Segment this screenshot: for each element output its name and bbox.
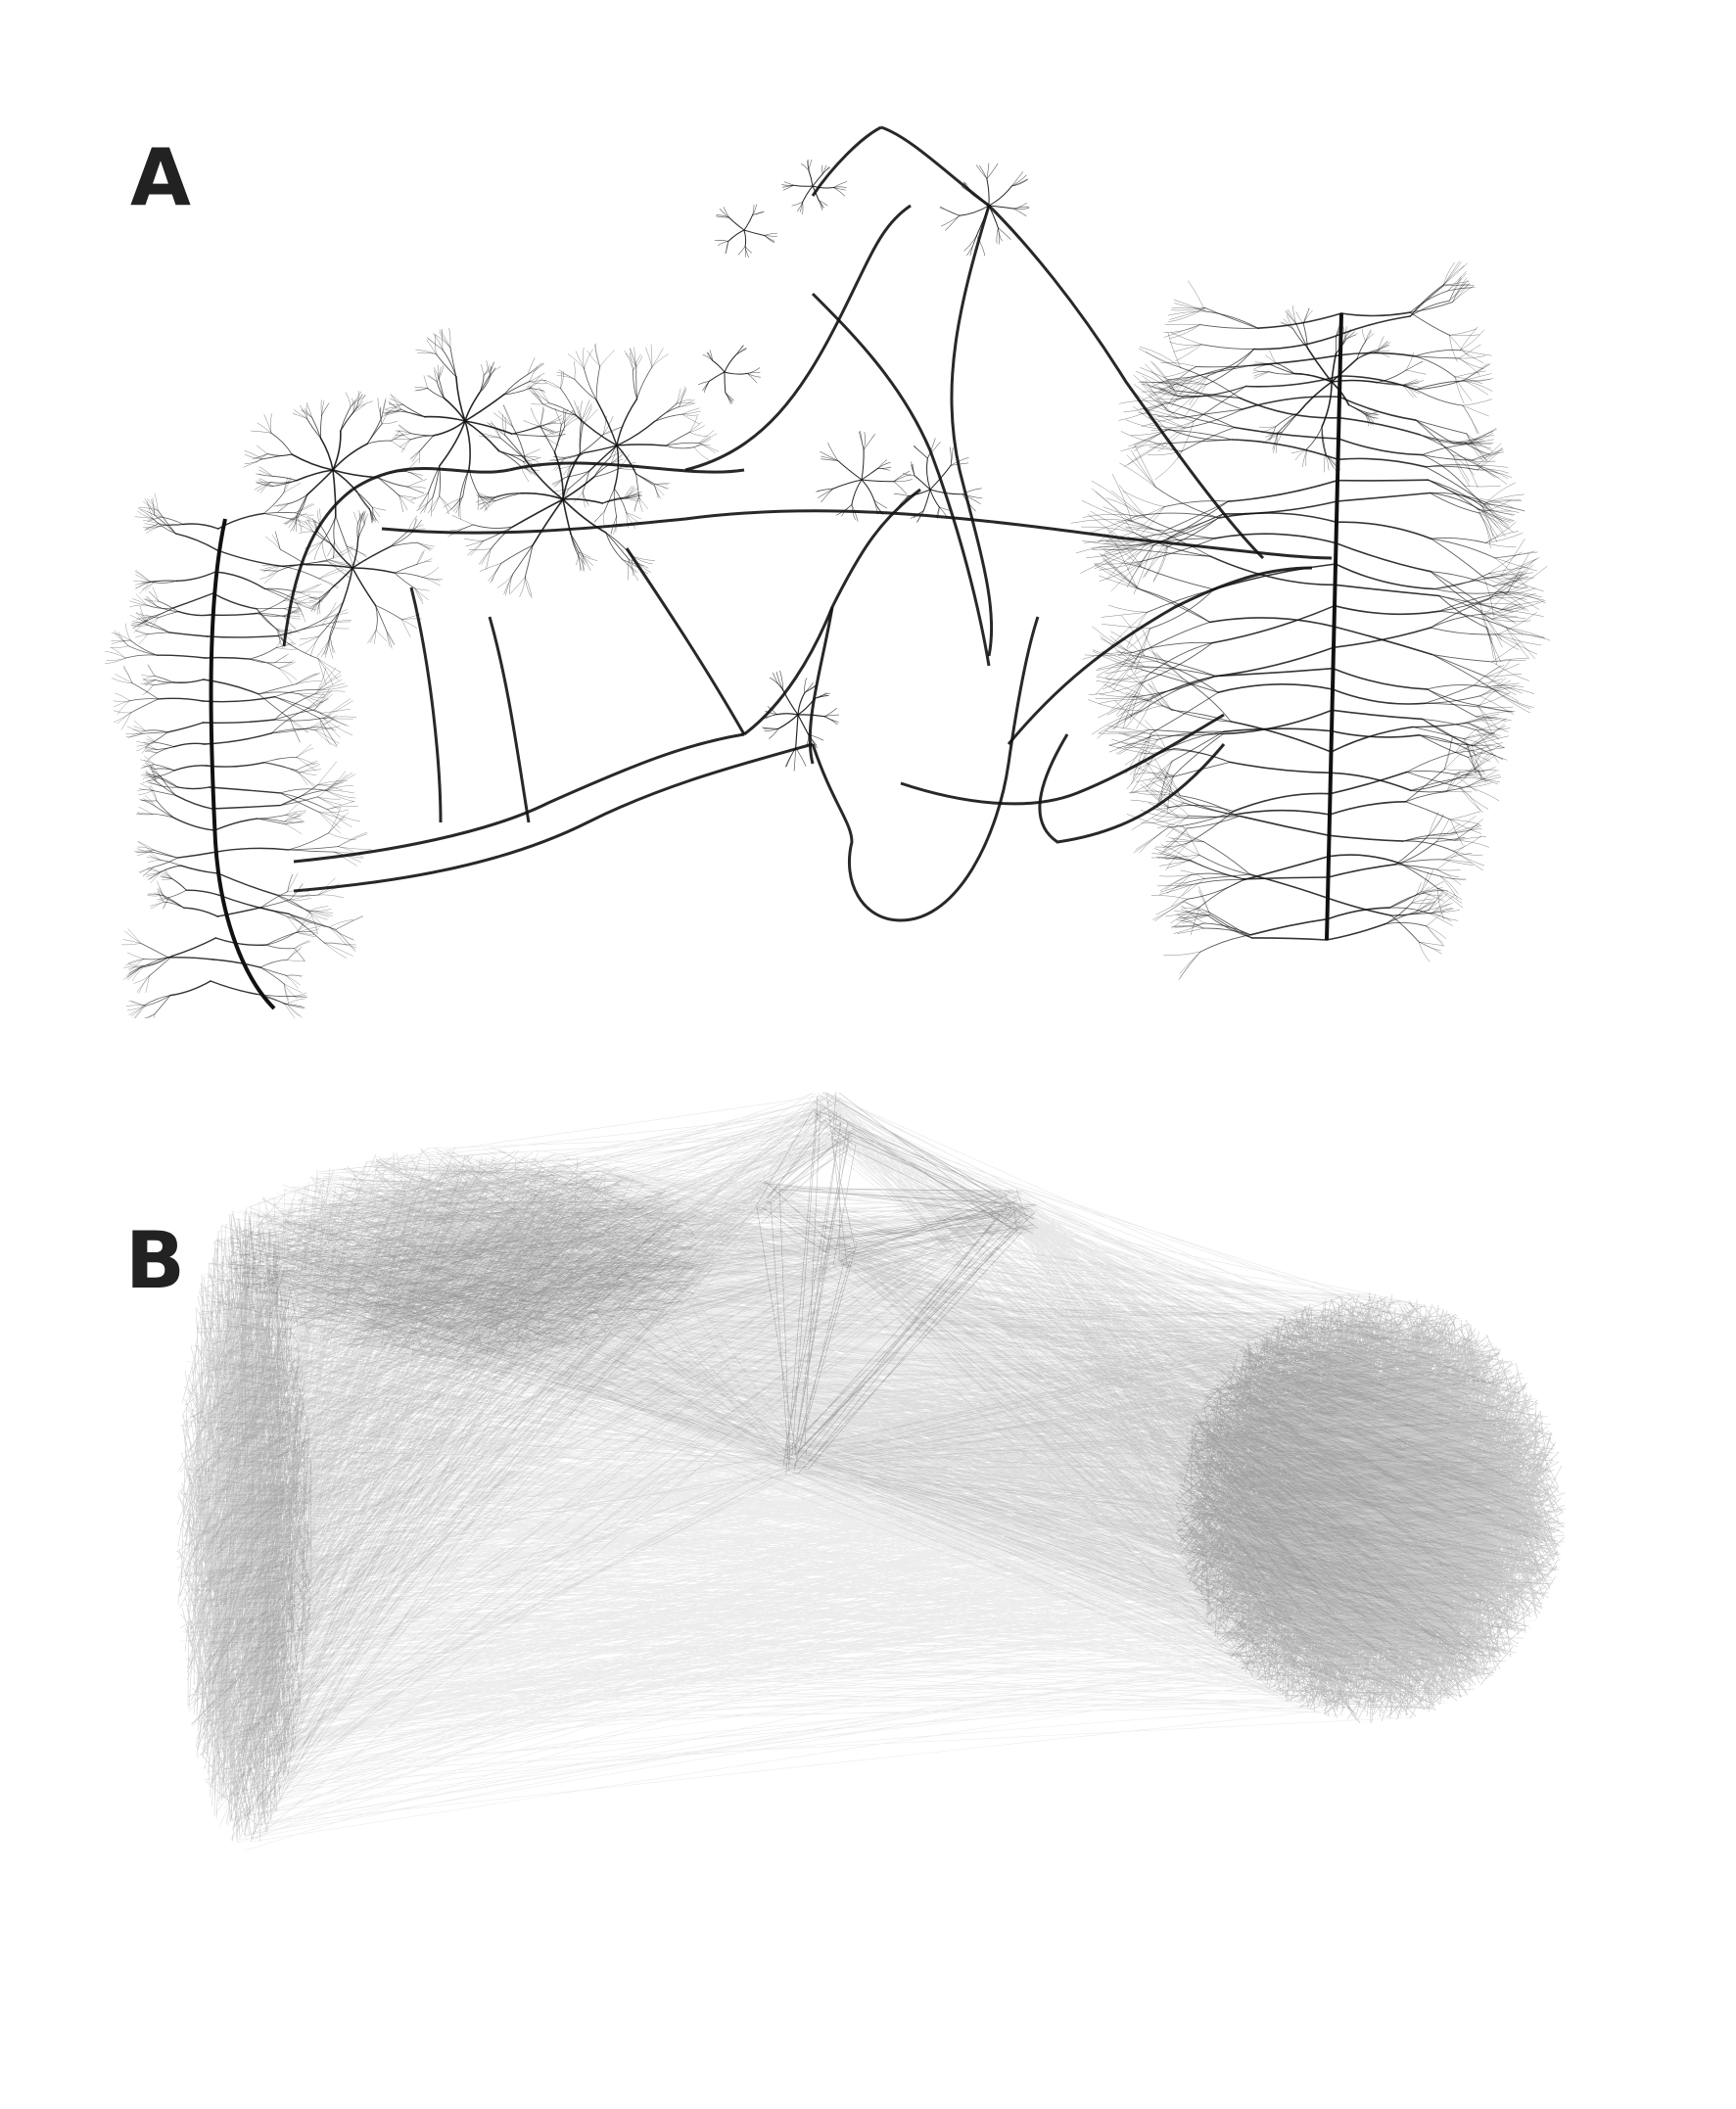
bundled-edges xyxy=(105,125,1551,1018)
hairball-network-diagram xyxy=(175,1091,1567,1851)
panel-label-b: B xyxy=(125,1215,185,1306)
bundled-network-diagram xyxy=(105,125,1551,1018)
panel-label-a: A xyxy=(130,132,191,223)
hairball-edges xyxy=(175,1091,1567,1851)
